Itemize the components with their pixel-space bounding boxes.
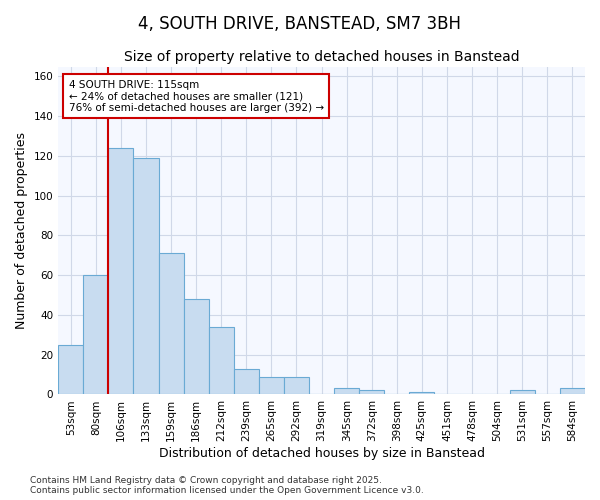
- Bar: [133, 158, 158, 394]
- Bar: [158, 254, 184, 394]
- Bar: [409, 392, 434, 394]
- Bar: [334, 388, 359, 394]
- Bar: [58, 345, 83, 395]
- Bar: [259, 376, 284, 394]
- Bar: [209, 327, 234, 394]
- Bar: [510, 390, 535, 394]
- Bar: [109, 148, 133, 394]
- Text: 4 SOUTH DRIVE: 115sqm
← 24% of detached houses are smaller (121)
76% of semi-det: 4 SOUTH DRIVE: 115sqm ← 24% of detached …: [69, 80, 324, 113]
- X-axis label: Distribution of detached houses by size in Banstead: Distribution of detached houses by size …: [158, 447, 485, 460]
- Y-axis label: Number of detached properties: Number of detached properties: [15, 132, 28, 329]
- Bar: [359, 390, 385, 394]
- Text: 4, SOUTH DRIVE, BANSTEAD, SM7 3BH: 4, SOUTH DRIVE, BANSTEAD, SM7 3BH: [139, 15, 461, 33]
- Title: Size of property relative to detached houses in Banstead: Size of property relative to detached ho…: [124, 50, 520, 64]
- Bar: [284, 376, 309, 394]
- Bar: [83, 275, 109, 394]
- Bar: [234, 368, 259, 394]
- Text: Contains HM Land Registry data © Crown copyright and database right 2025.
Contai: Contains HM Land Registry data © Crown c…: [30, 476, 424, 495]
- Bar: [560, 388, 585, 394]
- Bar: [184, 299, 209, 394]
